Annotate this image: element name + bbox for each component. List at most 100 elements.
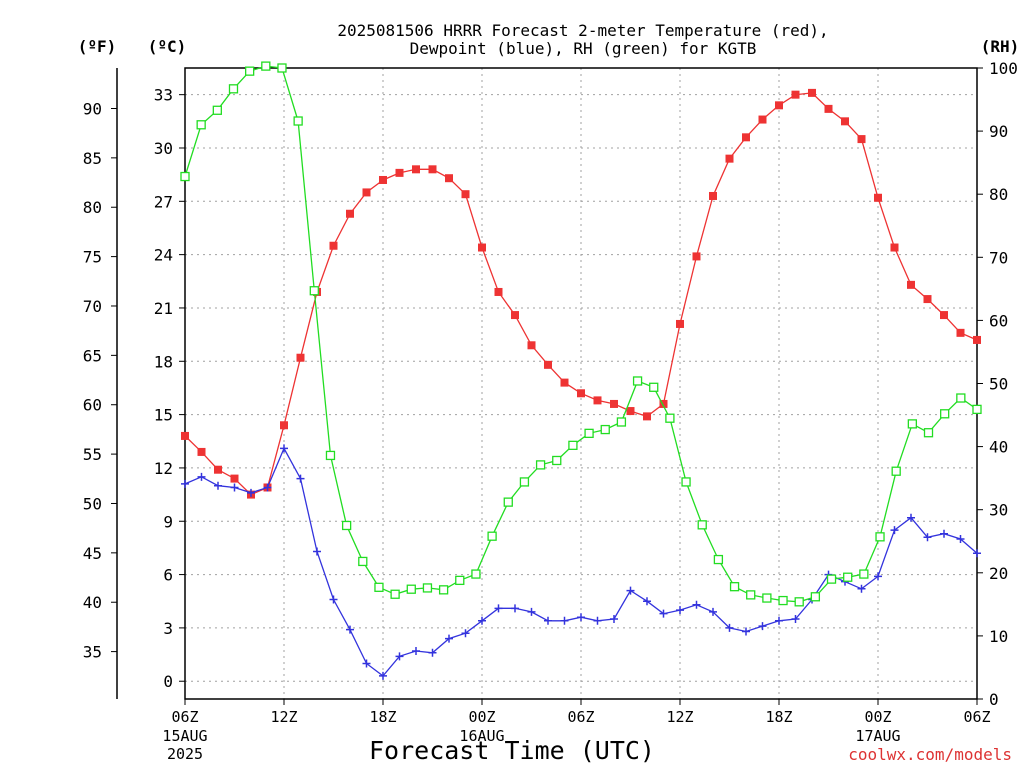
rh-tick-label: 60	[989, 311, 1008, 330]
dewpoint-point	[412, 647, 420, 656]
rh-point	[681, 477, 691, 487]
fahrenheit-tick-label: 70	[83, 297, 102, 316]
dewpoint-point	[230, 483, 239, 492]
dewpoint-point	[461, 629, 470, 638]
series	[180, 61, 982, 680]
temperature-series	[181, 88, 981, 499]
temperature-point	[626, 407, 635, 416]
x-date-label: 16AUG	[459, 727, 504, 745]
rh-point	[649, 382, 659, 392]
x-tick-label: 00Z	[864, 708, 891, 726]
dewpoint-point	[890, 526, 899, 535]
celsius-tick-label: 3	[163, 619, 173, 638]
rh-point	[228, 84, 239, 94]
temperature-point	[395, 168, 404, 177]
temperature-point	[709, 191, 717, 200]
fahrenheit-tick-label: 75	[83, 248, 102, 267]
temperature-point	[907, 280, 915, 289]
dewpoint-point	[610, 615, 618, 624]
rh-point	[438, 585, 449, 595]
temperature-point	[725, 154, 734, 163]
temperature-point	[676, 319, 684, 328]
fahrenheit-tick-label: 50	[83, 494, 102, 513]
rh-point	[277, 63, 287, 73]
rh-point	[794, 597, 804, 607]
plot-frame	[184, 67, 978, 700]
celsius-tick-label: 33	[154, 86, 173, 105]
rh-point	[891, 466, 901, 476]
temperature-point	[577, 389, 585, 398]
rh-tick-label: 90	[989, 122, 1008, 141]
rh-point	[245, 66, 255, 76]
fahrenheit-tick-label: 60	[83, 396, 102, 415]
rh-point	[212, 105, 222, 115]
temperature-point	[758, 115, 767, 124]
fahrenheit-tick-label: 45	[83, 544, 102, 563]
celsius-tick-label: 15	[154, 406, 173, 425]
temperature-point	[214, 465, 222, 474]
rh-point	[778, 595, 788, 606]
dewpoint-point	[857, 584, 866, 593]
dewpoint-point	[956, 535, 965, 544]
rh-point	[293, 116, 303, 126]
dewpoint-point	[511, 604, 519, 613]
x-tick-label: 18Z	[369, 708, 396, 726]
x-tick-label: 06Z	[567, 708, 594, 726]
temperature-point	[527, 341, 536, 350]
temperature-point	[956, 328, 965, 337]
temperature-point	[197, 447, 206, 456]
rh-point	[422, 583, 433, 593]
fahrenheit-unit-label: (ºF)	[78, 37, 117, 56]
rh-tick-label: 100	[989, 59, 1018, 78]
rh-point	[826, 574, 837, 584]
dewpoint-point	[973, 549, 981, 558]
temperature-point	[874, 193, 882, 202]
x-year-label: 2025	[167, 745, 203, 763]
temperature-point	[494, 287, 503, 296]
rh-point	[697, 520, 707, 530]
fahrenheit-tick-label: 80	[83, 198, 102, 217]
fahrenheit-tick-label: 55	[83, 445, 102, 464]
rh-point	[665, 413, 675, 423]
dewpoint-point	[676, 606, 684, 615]
dewpoint-point	[758, 622, 767, 631]
fahrenheit-tick-label: 35	[83, 643, 102, 662]
rh-point	[600, 424, 610, 435]
temperature-point	[643, 412, 651, 421]
rh-point	[956, 393, 966, 403]
temperature-point	[296, 353, 305, 362]
rh-point	[923, 428, 934, 438]
dewpoint-point	[478, 616, 486, 625]
rh-point	[552, 455, 562, 466]
rh-point	[972, 404, 982, 415]
temperature-point	[940, 311, 948, 320]
temperature-point	[610, 399, 618, 408]
dewpoint-point	[725, 623, 734, 632]
temperature-point	[461, 190, 470, 199]
rh-tick-label: 80	[989, 185, 1008, 204]
fahrenheit-tick-label: 85	[83, 149, 102, 168]
temperature-point	[692, 252, 701, 261]
rh-point	[455, 575, 465, 586]
dewpoint-point	[527, 607, 536, 616]
x-date-label: 15AUG	[162, 727, 207, 745]
dewpoint-point	[379, 671, 387, 680]
rh-point	[616, 417, 627, 427]
celsius-tick-label: 24	[154, 246, 173, 265]
dewpoint-point	[907, 513, 915, 522]
dewpoint-point	[346, 625, 354, 634]
rh-tick-label: 40	[989, 438, 1008, 457]
dewpoint-point	[445, 634, 453, 643]
temperature-point	[445, 174, 453, 183]
temperature-point	[791, 90, 800, 99]
dewpoint-point	[775, 616, 783, 625]
rh-tick-label: 0	[989, 690, 999, 709]
x-date-label: 17AUG	[855, 727, 900, 745]
dewpoint-point	[593, 616, 602, 625]
dewpoint-point	[874, 572, 882, 581]
dewpoint-point	[197, 472, 206, 481]
dewpoint-point	[692, 600, 701, 609]
temperature-point	[544, 360, 552, 369]
dewpoint-point	[940, 529, 948, 538]
celsius-tick-label: 6	[163, 566, 173, 585]
